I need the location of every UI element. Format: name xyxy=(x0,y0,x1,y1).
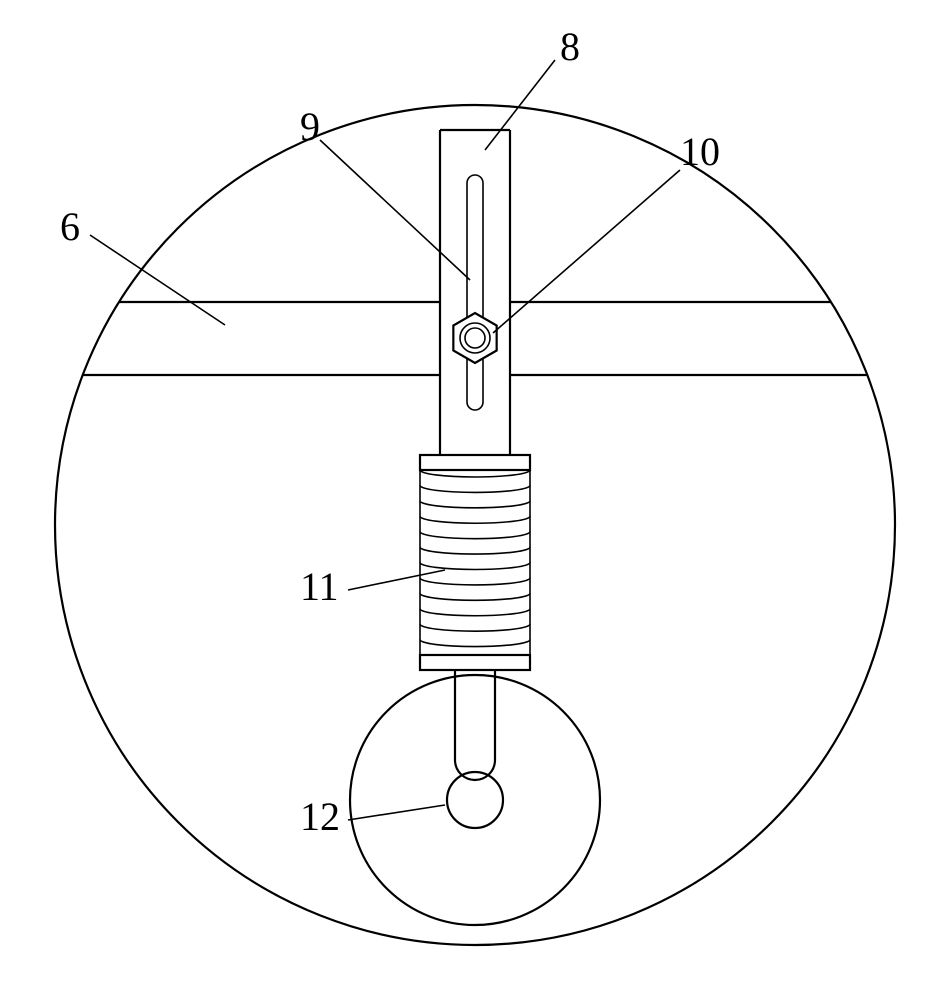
callout-12: 12 xyxy=(300,794,340,839)
spring-cap-bottom xyxy=(420,655,530,670)
wheel-outer xyxy=(350,675,600,925)
callout-6: 6 xyxy=(60,204,80,249)
callout-8: 8 xyxy=(560,24,580,69)
callout-11: 11 xyxy=(300,564,339,609)
leader-line xyxy=(348,805,445,820)
spring-cap-top xyxy=(420,455,530,470)
detail-circle xyxy=(55,105,895,945)
callout-10: 10 xyxy=(680,129,720,174)
spring-coils xyxy=(420,470,530,662)
engineering-diagram: 6 8 9 10 11 12 xyxy=(0,0,951,1000)
leader-line xyxy=(493,170,680,333)
slot xyxy=(467,175,483,410)
leader-line xyxy=(320,140,470,280)
leader-line xyxy=(348,570,445,590)
callout-9: 9 xyxy=(300,104,320,149)
